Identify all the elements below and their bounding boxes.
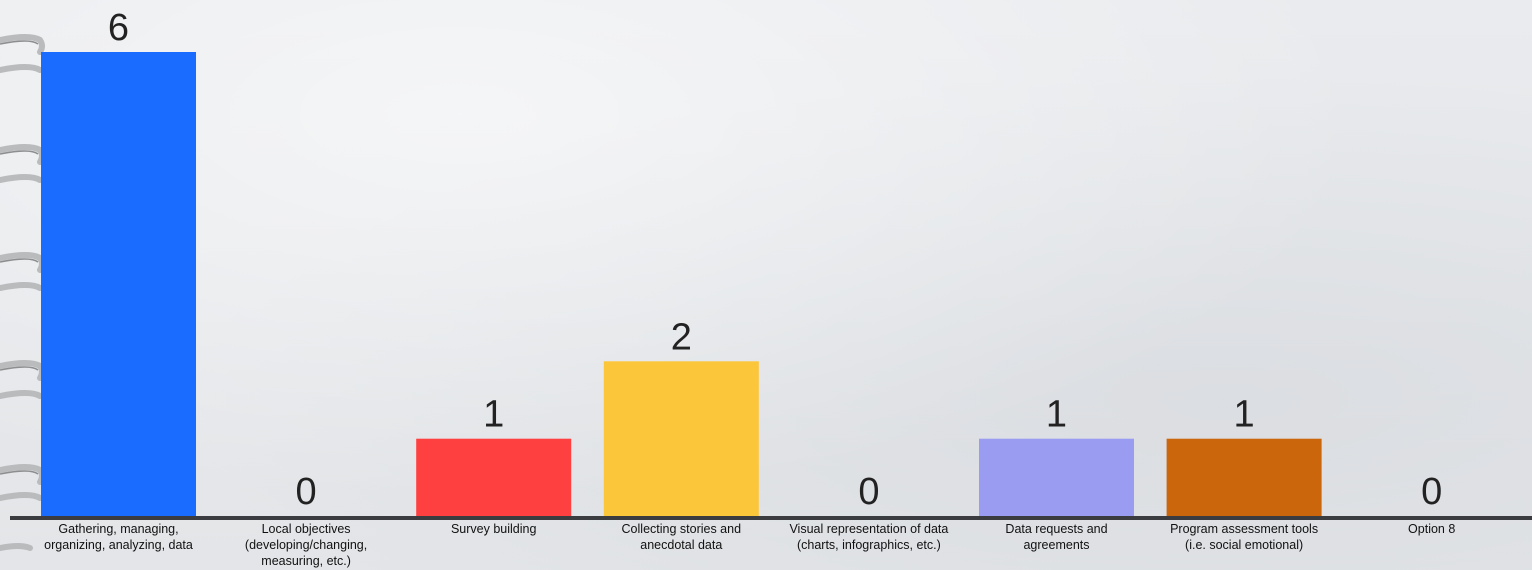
value-label-2: 0 — [296, 471, 317, 513]
value-label-4: 2 — [671, 316, 692, 358]
bar-6 — [979, 438, 1134, 516]
bars-group — [41, 52, 1322, 516]
category-label-5: Visual representation of data (charts, i… — [789, 522, 949, 552]
category-label-8: Option 8 — [1408, 522, 1456, 536]
bar-7 — [1166, 438, 1322, 516]
bar-4 — [603, 361, 759, 516]
value-label-8: 0 — [1421, 471, 1442, 513]
value-label-1: 6 — [108, 7, 129, 49]
value-labels-group: 6 0 1 2 0 1 1 0 — [108, 7, 1442, 513]
category-label-3: Survey building — [450, 522, 537, 536]
value-label-7: 1 — [1234, 394, 1255, 436]
notebook-spiral-binding — [0, 34, 45, 551]
category-label-2: Local objectives (developing/changing, m… — [244, 522, 368, 568]
bar-1 — [41, 52, 196, 516]
category-label-1: Gathering, managing, organizing, analyzi… — [44, 522, 193, 552]
category-label-6: Data requests and agreements — [1005, 522, 1108, 552]
category-label-7: Program assessment tools (i.e. social em… — [1170, 522, 1319, 552]
value-label-6: 1 — [1046, 394, 1067, 436]
category-label-4: Collecting stories and anecdotal data — [621, 522, 742, 552]
value-label-3: 1 — [483, 394, 504, 436]
value-label-5: 0 — [858, 471, 879, 513]
bar-3 — [416, 438, 572, 516]
